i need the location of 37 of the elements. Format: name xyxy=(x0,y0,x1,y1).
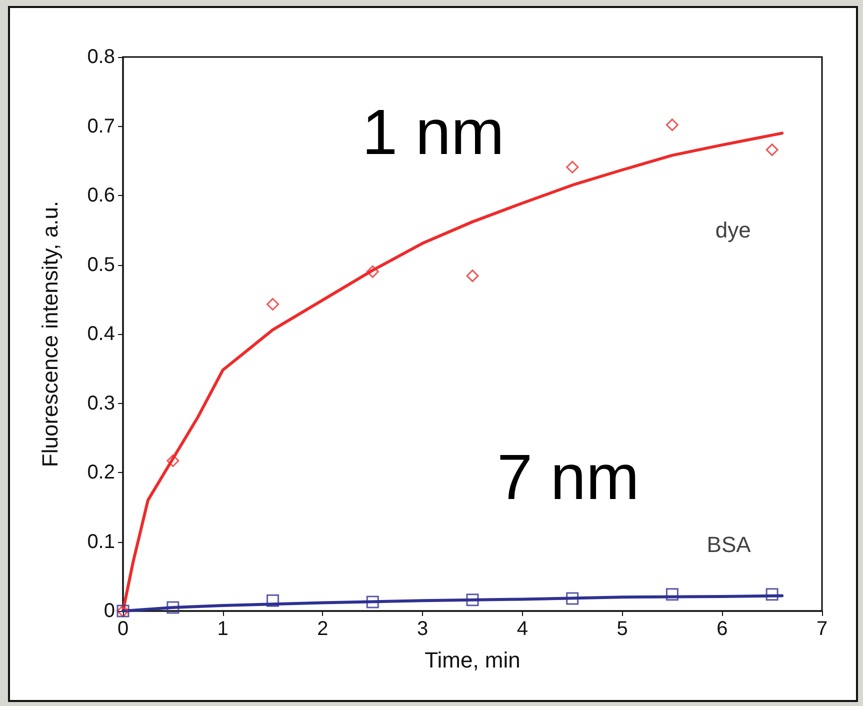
annotation: 1 nm xyxy=(362,96,504,168)
y-tick-label: 0.6 xyxy=(87,184,115,206)
annotation: 7 nm xyxy=(497,441,640,513)
x-tick-label: 0 xyxy=(117,618,129,640)
point xyxy=(366,265,379,278)
x-tick-label: 6 xyxy=(716,618,728,640)
x-tick-label: 2 xyxy=(317,618,328,640)
point xyxy=(666,118,678,132)
y-axis-title: Fluorescence intensity, a.u. xyxy=(38,200,62,468)
point xyxy=(266,298,280,310)
point xyxy=(266,594,280,607)
point xyxy=(566,592,579,605)
x-tick-label: 1 xyxy=(217,618,228,640)
y-tick-label: 0.8 xyxy=(87,46,115,68)
y-tick-label: 0.4 xyxy=(87,323,115,345)
x-tick-label: 4 xyxy=(516,618,528,640)
point xyxy=(566,160,579,174)
point xyxy=(466,270,479,282)
y-tick-label: 0.2 xyxy=(87,462,115,484)
point xyxy=(766,588,778,601)
y-tick-label: 0 xyxy=(104,600,115,622)
point xyxy=(466,594,479,606)
point xyxy=(666,588,678,601)
point xyxy=(366,596,379,608)
point xyxy=(766,144,778,156)
x-axis-title: Time, min xyxy=(424,648,520,672)
y-tick-label: 0.3 xyxy=(87,392,115,414)
x-tick-label: 5 xyxy=(616,618,628,640)
series-label: BSA xyxy=(706,532,752,557)
point xyxy=(166,601,180,614)
x-tick-label: 3 xyxy=(417,618,428,640)
y-tick-label: 0.1 xyxy=(87,530,115,553)
y-tick-label: 0.7 xyxy=(87,115,115,138)
x-tick-label: 7 xyxy=(816,618,828,640)
y-tick-label: 0.5 xyxy=(87,254,115,276)
point xyxy=(166,454,180,467)
text: dye xyxy=(715,217,751,242)
